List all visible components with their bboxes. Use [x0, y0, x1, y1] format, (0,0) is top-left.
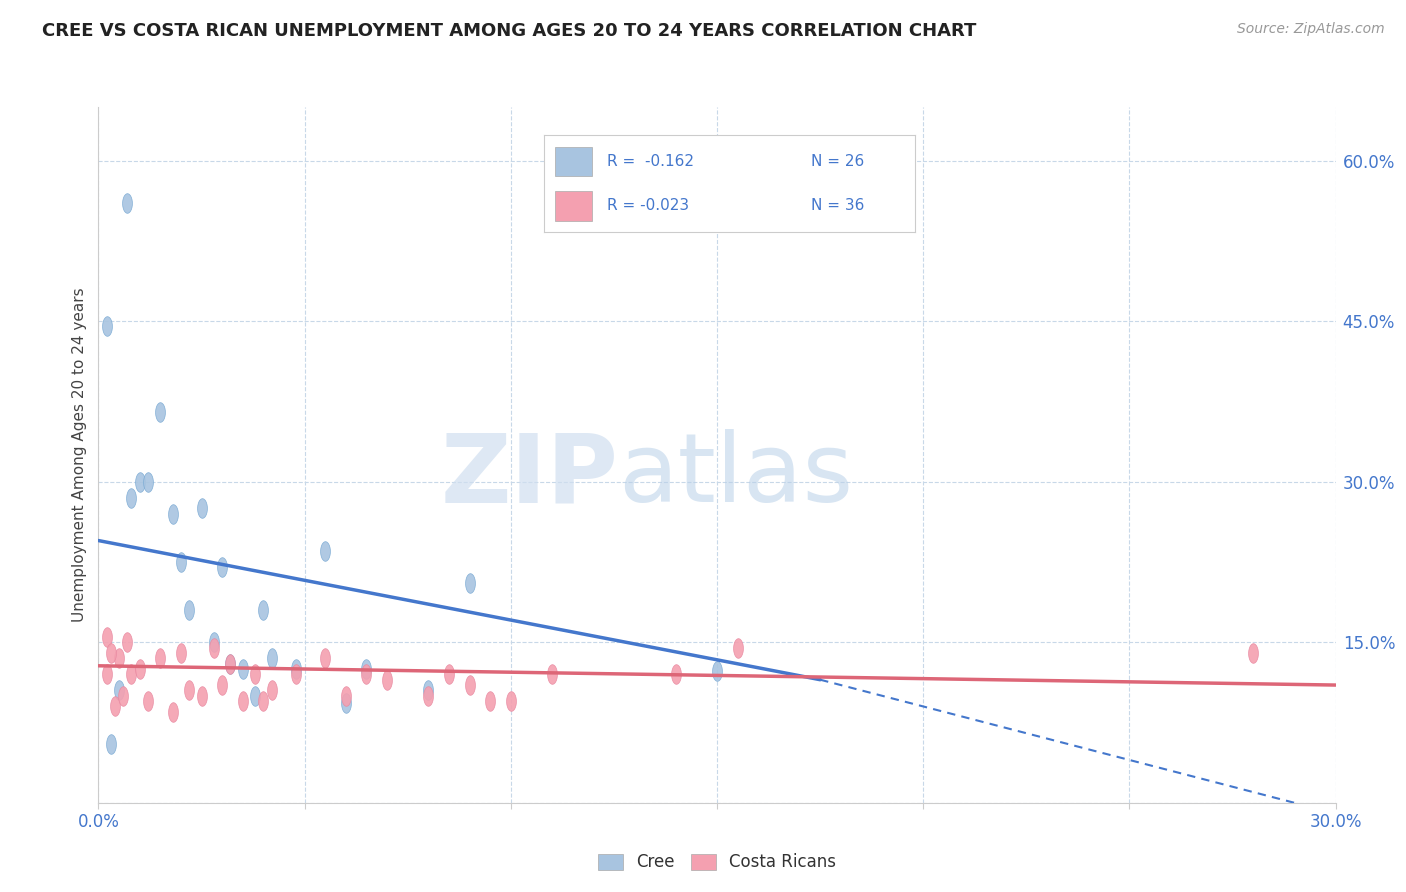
- Point: [96, 667, 118, 681]
- Point: [335, 696, 357, 710]
- Point: [418, 683, 440, 698]
- Text: R =  -0.162: R = -0.162: [607, 153, 695, 169]
- FancyBboxPatch shape: [555, 146, 592, 176]
- Point: [458, 678, 481, 692]
- Point: [117, 196, 139, 211]
- Point: [170, 555, 193, 569]
- Point: [232, 662, 254, 676]
- Legend: Cree, Costa Ricans: Cree, Costa Ricans: [591, 847, 844, 878]
- Point: [190, 689, 212, 703]
- Point: [162, 705, 184, 719]
- Text: CREE VS COSTA RICAN UNEMPLOYMENT AMONG AGES 20 TO 24 YEARS CORRELATION CHART: CREE VS COSTA RICAN UNEMPLOYMENT AMONG A…: [42, 22, 977, 40]
- Point: [437, 667, 460, 681]
- Point: [202, 640, 225, 655]
- Point: [179, 603, 201, 617]
- Point: [314, 544, 336, 558]
- Point: [252, 694, 274, 708]
- Text: atlas: atlas: [619, 429, 853, 523]
- Point: [499, 694, 522, 708]
- Point: [136, 694, 159, 708]
- Point: [108, 683, 131, 698]
- Point: [108, 651, 131, 665]
- Point: [162, 507, 184, 521]
- Point: [100, 646, 122, 660]
- Point: [219, 657, 242, 671]
- Point: [356, 662, 378, 676]
- Point: [219, 657, 242, 671]
- Point: [211, 678, 233, 692]
- Point: [117, 635, 139, 649]
- Point: [120, 491, 142, 505]
- Point: [149, 405, 172, 419]
- FancyBboxPatch shape: [555, 192, 592, 220]
- Text: N = 36: N = 36: [811, 199, 865, 213]
- Point: [252, 603, 274, 617]
- Text: R = -0.023: R = -0.023: [607, 199, 689, 213]
- Point: [202, 635, 225, 649]
- Point: [170, 646, 193, 660]
- Point: [96, 630, 118, 644]
- Point: [285, 667, 308, 681]
- Point: [356, 667, 378, 681]
- Point: [179, 683, 201, 698]
- Point: [136, 475, 159, 489]
- Point: [260, 683, 283, 698]
- Point: [706, 664, 728, 678]
- Point: [190, 501, 212, 516]
- Point: [375, 673, 398, 687]
- Point: [541, 667, 564, 681]
- Point: [335, 689, 357, 703]
- Point: [458, 576, 481, 591]
- Point: [112, 689, 135, 703]
- Point: [120, 667, 142, 681]
- Point: [128, 662, 150, 676]
- Y-axis label: Unemployment Among Ages 20 to 24 years: Unemployment Among Ages 20 to 24 years: [72, 287, 87, 623]
- Point: [243, 689, 266, 703]
- Point: [96, 319, 118, 334]
- Point: [211, 560, 233, 574]
- Point: [260, 651, 283, 665]
- Text: N = 26: N = 26: [811, 153, 865, 169]
- Point: [727, 640, 749, 655]
- Point: [128, 475, 150, 489]
- Point: [285, 662, 308, 676]
- Point: [243, 667, 266, 681]
- Point: [149, 651, 172, 665]
- Point: [479, 694, 502, 708]
- Point: [232, 694, 254, 708]
- Text: Source: ZipAtlas.com: Source: ZipAtlas.com: [1237, 22, 1385, 37]
- Point: [1241, 646, 1264, 660]
- Point: [100, 737, 122, 751]
- Point: [665, 667, 688, 681]
- Point: [104, 699, 127, 714]
- Text: ZIP: ZIP: [440, 429, 619, 523]
- Point: [418, 689, 440, 703]
- Point: [314, 651, 336, 665]
